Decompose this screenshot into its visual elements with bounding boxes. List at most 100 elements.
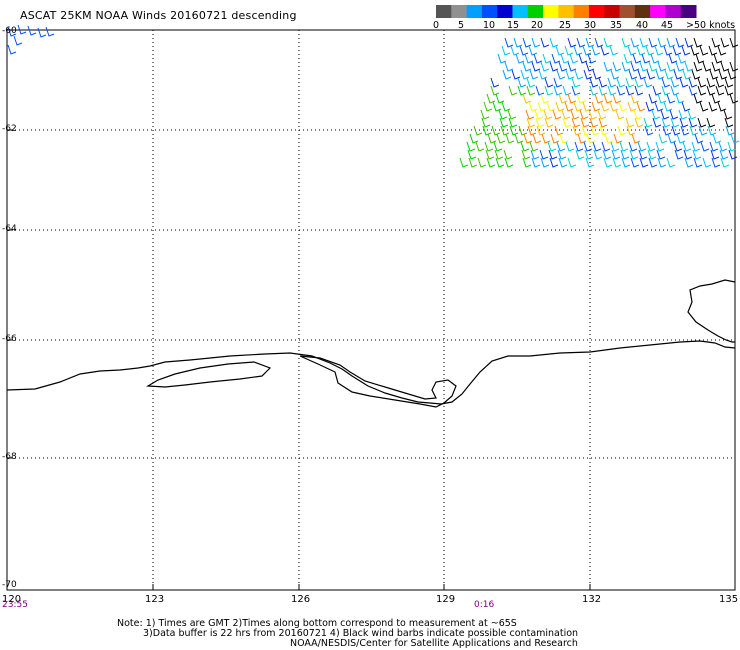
wind-barb bbox=[552, 109, 562, 120]
wind-barb bbox=[522, 93, 532, 104]
wind-barb bbox=[630, 37, 640, 48]
wind-barb bbox=[498, 109, 508, 120]
map-frame bbox=[6, 29, 736, 591]
wind-barb bbox=[646, 69, 656, 80]
lat-label-60: -60 bbox=[2, 26, 17, 36]
legend-swatch bbox=[466, 5, 483, 18]
wind-barb bbox=[729, 93, 739, 104]
wind-barb bbox=[556, 69, 566, 80]
wind-barb bbox=[591, 45, 601, 56]
wind-barb bbox=[549, 157, 559, 168]
wind-barb bbox=[588, 109, 598, 120]
wind-barb bbox=[581, 125, 591, 136]
wind-barb bbox=[699, 101, 709, 112]
wind-barb bbox=[582, 101, 592, 112]
wind-barb bbox=[508, 117, 518, 128]
wind-barb bbox=[555, 45, 565, 56]
wind-barb bbox=[639, 37, 649, 48]
wind-barb bbox=[486, 157, 496, 168]
wind-barb bbox=[525, 109, 535, 120]
wind-barb bbox=[592, 69, 602, 80]
lon-label-120: 120 bbox=[2, 594, 22, 605]
wind-barb bbox=[37, 27, 47, 38]
wind-barb bbox=[723, 109, 733, 120]
wind-barb bbox=[583, 141, 593, 152]
wind-barb bbox=[637, 141, 647, 152]
wind-barb bbox=[584, 149, 594, 160]
wind-barb bbox=[524, 53, 534, 64]
wind-barb bbox=[17, 24, 27, 35]
legend-label-50-knots: >50 knots bbox=[686, 20, 736, 31]
wind-barb bbox=[634, 85, 644, 96]
wind-barb bbox=[717, 45, 727, 56]
wind-barb bbox=[540, 157, 550, 168]
lat-label-68: -68 bbox=[2, 452, 17, 462]
wind-barb bbox=[505, 133, 515, 144]
lon-label-132: 132 bbox=[582, 594, 602, 605]
wind-barb bbox=[626, 125, 636, 136]
wind-barb bbox=[697, 85, 707, 96]
wind-barb bbox=[501, 45, 511, 56]
wind-barb bbox=[484, 141, 494, 152]
wind-barb bbox=[515, 53, 525, 64]
lat-label-70: -70 bbox=[2, 580, 17, 590]
wind-barb bbox=[688, 85, 698, 96]
wind-barb bbox=[708, 101, 718, 112]
wind-barb bbox=[610, 69, 620, 80]
wind-barb bbox=[627, 45, 637, 56]
wind-barb bbox=[481, 117, 491, 128]
wind-barb bbox=[13, 35, 23, 46]
wind-barb bbox=[567, 93, 577, 104]
wind-barb bbox=[693, 37, 703, 48]
wind-barb bbox=[687, 109, 697, 120]
wind-barb bbox=[661, 77, 671, 88]
wind-barb bbox=[625, 77, 635, 88]
wind-barb bbox=[594, 37, 604, 48]
wind-barb bbox=[570, 109, 580, 120]
wind-barb bbox=[718, 141, 728, 152]
wind-barb bbox=[718, 69, 728, 80]
wind-barb bbox=[529, 69, 539, 80]
wind-barb bbox=[491, 125, 501, 136]
wind-barb bbox=[585, 37, 595, 48]
wind-barb bbox=[711, 37, 721, 48]
wind-barb bbox=[576, 93, 586, 104]
footnote-line-2: 3)Data buffer is 22 hrs from 20160721 4)… bbox=[143, 628, 579, 639]
wind-barb bbox=[695, 53, 705, 64]
wind-barb bbox=[504, 37, 514, 48]
wind-barb bbox=[715, 85, 725, 96]
wind-barb bbox=[522, 37, 532, 48]
wind-barb bbox=[682, 69, 692, 80]
wind-barb bbox=[661, 117, 671, 128]
wind-barb bbox=[634, 77, 644, 88]
wind-barb bbox=[459, 157, 469, 168]
wind-barb bbox=[706, 85, 716, 96]
wind-barb bbox=[724, 85, 734, 96]
wind-barb bbox=[599, 125, 609, 136]
wind-barb bbox=[585, 157, 595, 168]
wind-barb bbox=[550, 133, 560, 144]
wind-barb bbox=[679, 77, 689, 88]
wind-barb bbox=[647, 149, 657, 160]
wind-barb bbox=[469, 133, 479, 144]
lat-label-66: -66 bbox=[2, 334, 17, 344]
wind-barb bbox=[650, 53, 660, 64]
wind-barb bbox=[579, 109, 589, 120]
footnote-line-3: NOAA/NESDIS/Center for Satellite Applica… bbox=[290, 638, 578, 649]
wind-barb bbox=[692, 149, 702, 160]
wind-barb bbox=[536, 125, 546, 136]
wind-barb bbox=[728, 149, 738, 160]
wind-barb bbox=[706, 77, 716, 88]
wind-barb bbox=[556, 141, 566, 152]
wind-barb bbox=[557, 149, 567, 160]
wind-barb bbox=[594, 93, 604, 104]
wind-barb bbox=[625, 85, 635, 96]
wind-barb bbox=[27, 25, 37, 36]
wind-barb bbox=[657, 93, 667, 104]
time-label-end: 0:16 bbox=[474, 600, 495, 610]
wind-barb bbox=[613, 133, 623, 144]
wind-barb bbox=[495, 93, 505, 104]
wind-barb bbox=[693, 93, 703, 104]
wind-barbs bbox=[7, 24, 740, 168]
